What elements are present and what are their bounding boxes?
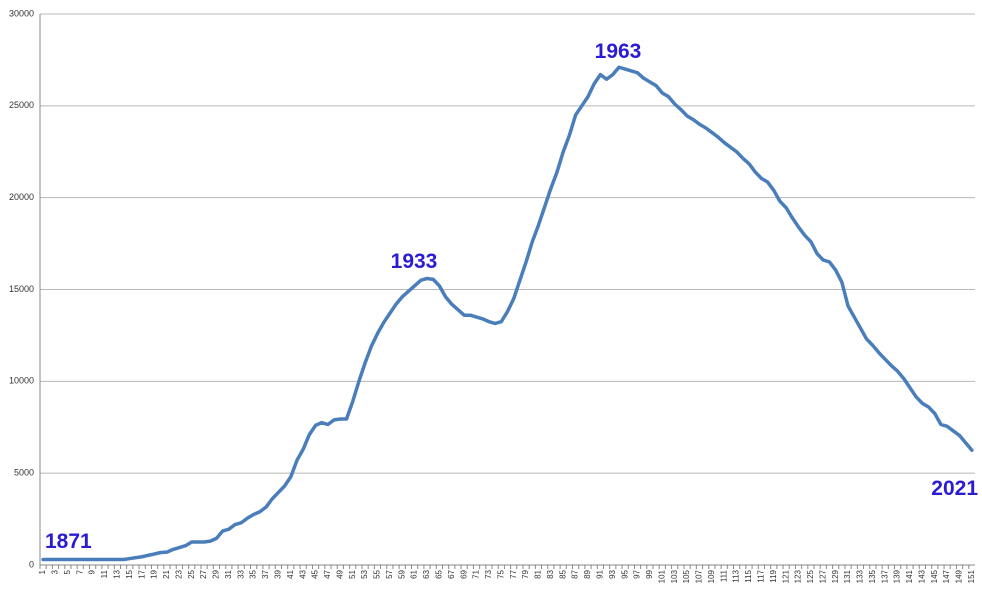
x-tick-label: 69	[459, 569, 468, 578]
x-tick-label: 61	[410, 569, 419, 578]
x-tick-label: 93	[608, 569, 617, 578]
x-tick-label: 97	[633, 569, 642, 578]
x-tick-label: 63	[422, 569, 431, 578]
x-tick-label: 135	[868, 569, 877, 583]
x-tick-label: 87	[571, 569, 580, 578]
x-tick-label: 109	[707, 569, 716, 583]
x-tick-label: 53	[360, 569, 369, 578]
y-tick-label: 30000	[9, 8, 34, 18]
x-tick-label: 5	[63, 569, 72, 574]
x-tick-label: 3	[51, 569, 60, 574]
line	[41, 65, 974, 562]
x-tick-label: 7	[75, 569, 84, 574]
x-tick-label: 143	[917, 569, 926, 583]
annotation: 1933	[391, 250, 438, 273]
x-tick-label: 27	[199, 569, 208, 578]
x-tick-label: 59	[397, 569, 406, 578]
x-tick-label: 25	[187, 569, 196, 578]
x-tick-label: 117	[756, 569, 765, 582]
x-tick-label: 33	[236, 569, 245, 578]
x-tick-label: 43	[298, 569, 307, 578]
x-tick-label: 125	[806, 569, 815, 583]
x-tick-label: 17	[137, 569, 146, 578]
annotation: 2021	[931, 477, 978, 500]
x-tick-label: 103	[670, 569, 679, 583]
x-tick-label: 95	[620, 569, 629, 578]
x-tick-label: 113	[732, 569, 741, 582]
x-tick-label: 47	[323, 569, 332, 578]
x-tick-label: 111	[719, 569, 728, 582]
y-tick-label: 5000	[14, 468, 34, 478]
x-tick-label: 79	[521, 569, 530, 578]
x-tick-label: 37	[261, 569, 270, 578]
x-tick-label: 139	[893, 569, 902, 583]
y-tick-label: 15000	[9, 284, 34, 294]
x-tick-label: 127	[818, 569, 827, 583]
x-tick-label: 71	[472, 569, 481, 578]
x-tick-label: 119	[769, 569, 778, 582]
x-tick-label: 147	[942, 569, 951, 583]
x-tick-label: 123	[794, 569, 803, 583]
x-tick-label: 115	[744, 569, 753, 582]
x-tick-label: 105	[682, 569, 691, 583]
x-tick-label: 145	[930, 569, 939, 583]
x-tick-label: 35	[249, 569, 258, 578]
x-tick-label: 151	[967, 569, 976, 583]
x-tick-label: 41	[286, 569, 295, 578]
x-tick-label: 57	[385, 569, 394, 578]
x-tick-label: 107	[695, 569, 704, 583]
x-tick-label: 137	[880, 569, 889, 583]
x-tick-label: 55	[373, 569, 382, 578]
x-tick-label: 19	[150, 569, 159, 578]
x-tick-label: 45	[311, 569, 320, 578]
x-tick-label: 1	[38, 569, 47, 574]
x-tick-label: 11	[100, 569, 109, 578]
x-tick-label: 73	[484, 569, 493, 578]
x-tick-label: 85	[558, 569, 567, 578]
x-tick-label: 51	[348, 569, 357, 578]
x-tick-label: 23	[174, 569, 183, 578]
x-tick-label: 65	[434, 569, 443, 578]
x-tick-label: 39	[274, 569, 283, 578]
x-tick-label: 29	[212, 569, 221, 578]
annotation: 1963	[595, 40, 642, 63]
annotation: 1871	[45, 530, 92, 553]
y-tick-label: 20000	[9, 192, 34, 202]
x-tick-label: 129	[831, 569, 840, 583]
x-tick-label: 67	[447, 569, 456, 578]
x-tick-label: 91	[595, 569, 604, 578]
x-tick-label: 13	[113, 569, 122, 578]
x-tick-label: 15	[125, 569, 134, 578]
y-tick-label: 25000	[9, 100, 34, 110]
x-tick-label: 49	[335, 569, 344, 578]
x-tick-label: 141	[905, 569, 914, 583]
x-tick-label: 133	[856, 569, 865, 583]
x-tick-label: 101	[657, 569, 666, 583]
x-tick-label: 99	[645, 569, 654, 578]
x-tick-label: 75	[496, 569, 505, 578]
y-tick-label: 0	[29, 559, 34, 569]
x-tick-label: 77	[509, 569, 518, 578]
x-tick-label: 31	[224, 569, 233, 578]
x-tick-label: 21	[162, 569, 171, 578]
x-tick-label: 121	[781, 569, 790, 583]
x-tick-label: 131	[843, 569, 852, 583]
x-tick-label: 149	[955, 569, 964, 583]
x-tick-label: 83	[546, 569, 555, 578]
x-tick-label: 89	[583, 569, 592, 578]
x-tick-label: 9	[88, 569, 97, 574]
y-tick-label: 10000	[9, 376, 34, 386]
x-tick-label: 81	[534, 569, 543, 578]
